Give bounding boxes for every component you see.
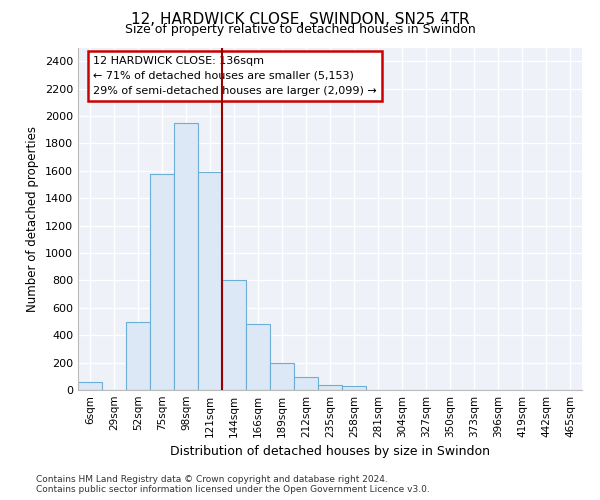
- Bar: [78, 382, 102, 390]
- Text: 12, HARDWICK CLOSE, SWINDON, SN25 4TR: 12, HARDWICK CLOSE, SWINDON, SN25 4TR: [131, 12, 469, 28]
- Bar: [174, 123, 198, 390]
- Bar: [246, 324, 270, 390]
- Text: 12 HARDWICK CLOSE: 136sqm
← 71% of detached houses are smaller (5,153)
29% of se: 12 HARDWICK CLOSE: 136sqm ← 71% of detac…: [93, 56, 377, 96]
- Bar: [342, 386, 366, 390]
- Bar: [150, 174, 174, 390]
- X-axis label: Distribution of detached houses by size in Swindon: Distribution of detached houses by size …: [170, 446, 490, 458]
- Bar: [126, 322, 150, 390]
- Bar: [318, 385, 342, 390]
- Y-axis label: Number of detached properties: Number of detached properties: [26, 126, 40, 312]
- Text: Contains HM Land Registry data © Crown copyright and database right 2024.
Contai: Contains HM Land Registry data © Crown c…: [36, 474, 430, 494]
- Bar: [222, 280, 246, 390]
- Bar: [198, 172, 222, 390]
- Bar: [294, 377, 318, 390]
- Text: Size of property relative to detached houses in Swindon: Size of property relative to detached ho…: [125, 22, 475, 36]
- Bar: [270, 362, 294, 390]
